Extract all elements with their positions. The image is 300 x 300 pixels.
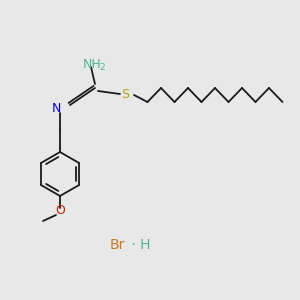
Text: S: S [121,88,129,101]
Text: 2: 2 [99,64,105,73]
Text: N: N [52,101,61,115]
Text: NH: NH [83,58,102,71]
Text: O: O [55,205,65,218]
Text: Br: Br [110,238,125,252]
Text: · H: · H [127,238,151,252]
